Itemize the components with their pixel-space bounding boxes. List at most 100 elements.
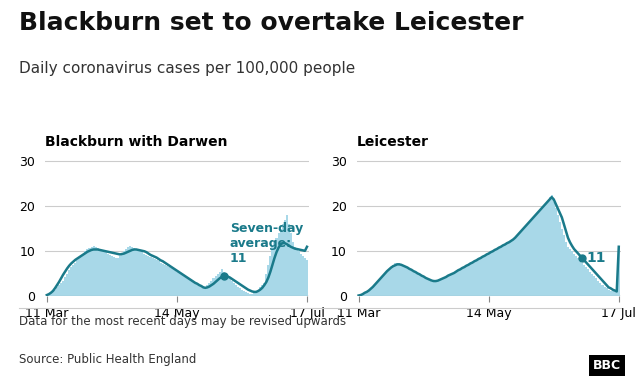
Bar — [417, 274, 419, 296]
Bar — [392, 265, 394, 296]
Bar — [494, 250, 496, 296]
Bar — [287, 224, 290, 296]
Bar — [472, 263, 474, 296]
Bar — [589, 272, 591, 296]
Bar — [261, 285, 263, 296]
Bar — [192, 280, 194, 296]
Bar — [496, 249, 498, 296]
Bar — [410, 270, 412, 296]
Bar — [548, 197, 550, 296]
Bar — [86, 249, 88, 296]
Bar — [133, 248, 135, 296]
Bar — [602, 285, 604, 296]
Bar — [614, 292, 616, 296]
Bar — [212, 278, 214, 296]
Bar — [174, 270, 176, 296]
Bar — [150, 257, 152, 296]
Bar — [62, 280, 64, 296]
Bar — [200, 285, 202, 296]
Bar — [474, 261, 476, 296]
Bar — [376, 283, 378, 296]
Bar — [268, 265, 269, 296]
Bar — [597, 280, 600, 296]
Bar — [292, 242, 294, 296]
Bar — [461, 268, 463, 296]
Bar — [573, 253, 575, 296]
Bar — [64, 277, 66, 296]
Bar — [370, 289, 372, 296]
Bar — [583, 265, 585, 296]
Bar — [278, 233, 280, 296]
Bar — [56, 287, 58, 296]
Bar — [90, 247, 93, 296]
Bar — [577, 258, 579, 296]
Bar — [178, 273, 180, 296]
Bar — [538, 211, 541, 296]
Bar — [296, 249, 298, 296]
Bar — [388, 269, 390, 296]
Bar — [298, 251, 300, 296]
Bar — [235, 285, 237, 296]
Bar — [427, 279, 429, 296]
Bar — [435, 282, 437, 296]
Bar — [451, 274, 453, 296]
Bar — [121, 253, 123, 296]
Bar — [520, 231, 522, 296]
Bar — [233, 283, 235, 296]
Bar — [253, 293, 255, 296]
Bar — [206, 285, 209, 296]
Bar — [591, 274, 593, 296]
Bar — [524, 226, 526, 296]
Bar — [228, 278, 231, 296]
Bar — [457, 270, 460, 296]
Bar — [553, 202, 555, 296]
Bar — [196, 283, 198, 296]
Bar — [145, 255, 147, 296]
Bar — [214, 276, 216, 296]
Bar — [72, 265, 74, 296]
Bar — [194, 282, 196, 296]
Bar — [127, 247, 129, 296]
Bar — [216, 274, 219, 296]
Bar — [239, 288, 241, 296]
Bar — [600, 283, 602, 296]
Bar — [433, 282, 435, 296]
Bar — [190, 279, 192, 296]
Bar — [467, 265, 469, 296]
Bar — [365, 292, 368, 296]
Bar — [78, 258, 81, 296]
Bar — [420, 276, 422, 296]
Bar — [131, 247, 133, 296]
Bar — [534, 215, 536, 296]
Bar — [227, 276, 228, 296]
Bar — [263, 283, 266, 296]
Bar — [563, 236, 565, 296]
Bar — [571, 251, 573, 296]
Bar — [60, 283, 62, 296]
Bar — [219, 272, 221, 296]
Bar — [406, 268, 408, 296]
Bar — [152, 258, 154, 296]
Bar — [360, 295, 362, 296]
Bar — [555, 208, 557, 296]
Bar — [532, 217, 534, 296]
Bar — [502, 245, 504, 296]
Bar — [526, 224, 529, 296]
Bar — [147, 256, 150, 296]
Text: BBC: BBC — [593, 359, 621, 372]
Bar — [484, 256, 486, 296]
Bar — [443, 277, 445, 296]
Bar — [605, 288, 607, 296]
Bar — [290, 233, 292, 296]
Bar — [198, 284, 200, 296]
Bar — [518, 233, 520, 296]
Bar — [581, 263, 583, 296]
Bar — [209, 283, 211, 296]
Bar — [241, 290, 243, 296]
Bar — [123, 251, 125, 296]
Bar — [172, 269, 174, 296]
Bar — [50, 293, 52, 296]
Bar — [559, 222, 561, 296]
Bar — [164, 265, 166, 296]
Bar — [182, 275, 184, 296]
